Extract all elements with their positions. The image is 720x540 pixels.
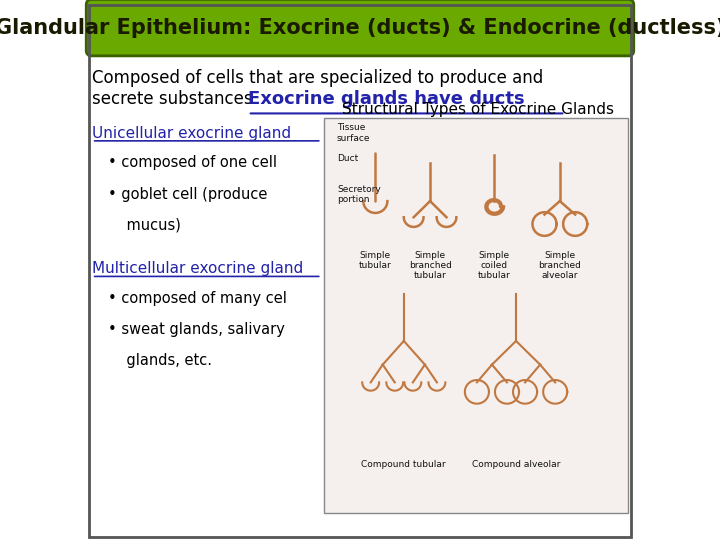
- Text: Structural Types of Exocrine Glands: Structural Types of Exocrine Glands: [342, 102, 613, 117]
- Text: secrete substances: secrete substances: [91, 90, 252, 108]
- Text: • composed of many cel: • composed of many cel: [108, 291, 287, 306]
- Text: • sweat glands, salivary: • sweat glands, salivary: [108, 322, 285, 337]
- Text: glands, etc.: glands, etc.: [108, 353, 212, 368]
- Text: Simple
branched
alveolar: Simple branched alveolar: [539, 251, 581, 280]
- Text: Duct: Duct: [337, 154, 359, 163]
- Text: Compound tubular: Compound tubular: [361, 461, 446, 469]
- Text: mucus): mucus): [108, 218, 181, 233]
- Text: Simple
branched
tubular: Simple branched tubular: [409, 251, 451, 280]
- FancyBboxPatch shape: [86, 0, 634, 56]
- Text: • goblet cell (produce: • goblet cell (produce: [108, 187, 268, 201]
- Text: Secretory
portion: Secretory portion: [337, 185, 381, 204]
- Text: Compound alveolar: Compound alveolar: [472, 461, 560, 469]
- Text: Multicellular exocrine gland: Multicellular exocrine gland: [91, 261, 303, 276]
- Text: • composed of one cell: • composed of one cell: [108, 156, 277, 171]
- Text: Composed of cells that are specialized to produce and: Composed of cells that are specialized t…: [91, 69, 543, 87]
- Text: Simple
tubular: Simple tubular: [359, 251, 392, 270]
- Text: Exocrine glands have ducts: Exocrine glands have ducts: [248, 90, 524, 108]
- Text: Glandular Epithelium: Exocrine (ducts) & Endocrine (ductless): Glandular Epithelium: Exocrine (ducts) &…: [0, 18, 720, 38]
- Text: Unicellular exocrine gland: Unicellular exocrine gland: [91, 126, 291, 141]
- Text: Tissue
surface: Tissue surface: [337, 123, 371, 143]
- Text: Simple
coiled
tubular: Simple coiled tubular: [478, 251, 510, 280]
- FancyBboxPatch shape: [325, 118, 629, 513]
